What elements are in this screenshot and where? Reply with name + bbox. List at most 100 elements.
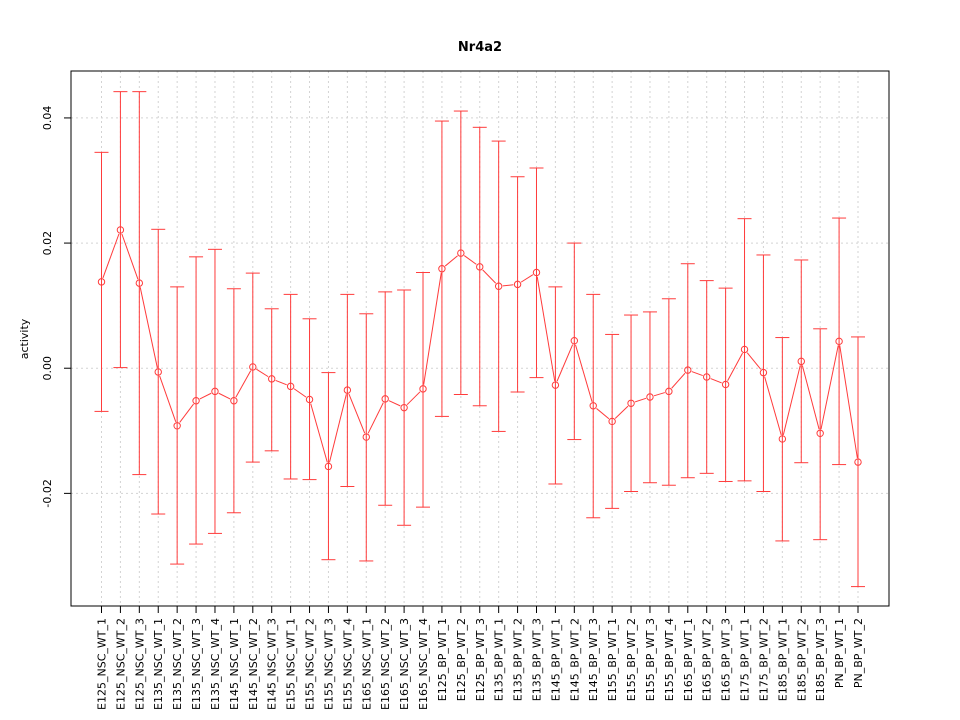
series-line-segment xyxy=(691,371,703,377)
x-tick-label: E175_BP_WT_1 xyxy=(739,618,752,701)
series-line-segment xyxy=(256,368,269,378)
x-tick-label: E145_BP_WT_1 xyxy=(549,618,562,701)
data-point xyxy=(192,397,200,405)
series-line-segment xyxy=(367,402,384,434)
x-tick-label: E165_NSC_WT_1 xyxy=(360,618,373,710)
data-point xyxy=(324,462,333,471)
series-line-segment xyxy=(348,393,366,434)
x-tick-label: E125_NSC_WT_2 xyxy=(114,618,127,710)
series-line-segment xyxy=(710,378,722,384)
x-tick-label: E185_BP_WT_3 xyxy=(814,618,827,701)
x-tick-label: E155_BP_WT_4 xyxy=(663,618,676,701)
data-point xyxy=(759,368,768,377)
x-tick-label: E165_NSC_WT_4 xyxy=(417,618,430,710)
x-tick-label: E175_BP_WT_2 xyxy=(757,618,770,701)
x-tick-label: E155_NSC_WT_2 xyxy=(304,618,317,710)
series-line-segment xyxy=(406,391,421,406)
series-line-segment xyxy=(671,372,686,389)
y-tick-label: 0.02 xyxy=(41,231,54,256)
x-tick-label: E135_NSC_WT_2 xyxy=(171,618,184,710)
series-line-segment xyxy=(218,392,231,400)
data-points xyxy=(97,226,862,471)
series-line-segment xyxy=(310,403,328,463)
series-line-segment xyxy=(820,345,839,430)
data-point xyxy=(665,387,673,396)
series-line-segment xyxy=(328,394,347,463)
series-line-segment xyxy=(293,388,307,398)
x-tick-label: E165_NSC_WT_2 xyxy=(379,618,392,710)
data-point xyxy=(797,357,805,366)
x-tick-label: E155_NSC_WT_4 xyxy=(341,618,354,710)
data-point xyxy=(249,363,257,371)
series-line-segment xyxy=(782,365,801,435)
series-line-segment xyxy=(727,352,743,382)
x-tick-label: E155_BP_WT_1 xyxy=(606,618,619,701)
data-point xyxy=(513,280,522,289)
series-line-segment xyxy=(556,344,574,382)
series-line-segment xyxy=(423,272,442,385)
data-point xyxy=(154,368,162,376)
series-lines xyxy=(102,233,858,463)
series-line-segment xyxy=(199,392,212,400)
data-point xyxy=(381,395,389,403)
data-point xyxy=(457,249,465,257)
data-point xyxy=(627,399,635,407)
data-point xyxy=(362,433,370,441)
x-tick-label: E145_NSC_WT_2 xyxy=(247,618,260,710)
error-bars xyxy=(94,91,865,588)
x-tick-label: E145_NSC_WT_3 xyxy=(266,618,279,710)
series-line-segment xyxy=(520,274,534,283)
x-tick-label: E165_NSC_WT_3 xyxy=(398,618,411,710)
data-point xyxy=(173,422,181,430)
series-line-segment xyxy=(463,255,477,265)
series-line-segment xyxy=(139,287,158,368)
series-line-segment xyxy=(102,233,120,279)
data-point xyxy=(721,380,730,389)
x-tick-label: E145_NSC_WT_1 xyxy=(228,618,241,710)
x-tick-label: E145_BP_WT_3 xyxy=(587,618,600,701)
data-point xyxy=(740,345,749,354)
data-point xyxy=(494,282,503,290)
data-point xyxy=(116,226,125,234)
y-axis: -0.02 0.00 0.02 0.04 xyxy=(41,106,72,508)
data-point xyxy=(684,366,692,374)
data-point xyxy=(570,336,579,345)
series-line-segment xyxy=(482,269,497,284)
data-point xyxy=(854,458,862,466)
chart-title: Nr4a2 xyxy=(458,40,502,55)
data-point xyxy=(551,381,560,389)
data-point xyxy=(97,278,106,286)
data-point xyxy=(476,263,484,271)
x-tick-label: E155_NSC_WT_3 xyxy=(322,618,335,710)
series-line-segment xyxy=(275,379,287,386)
series-line-segment xyxy=(388,400,401,407)
x-tick-label: E125_BP_WT_1 xyxy=(436,618,449,701)
x-tick-label: E165_BP_WT_1 xyxy=(682,618,695,701)
x-tick-label: E155_NSC_WT_1 xyxy=(285,618,298,710)
data-point xyxy=(230,397,238,405)
x-tick-label: E135_BP_WT_3 xyxy=(530,618,543,701)
series-line-segment xyxy=(536,276,556,382)
series-line-segment xyxy=(653,392,665,397)
x-tick-label: E145_BP_WT_2 xyxy=(568,618,581,701)
data-point xyxy=(703,373,711,381)
series-line-segment xyxy=(575,344,593,402)
x-tick-label: E125_NSC_WT_1 xyxy=(96,618,109,710)
data-point xyxy=(835,337,843,346)
data-point xyxy=(608,417,616,426)
series-line-segment xyxy=(159,375,177,422)
data-point xyxy=(419,385,427,393)
series-line-segment xyxy=(121,233,139,280)
series-line-segment xyxy=(235,370,252,398)
data-point xyxy=(438,265,446,273)
data-point xyxy=(268,375,276,383)
series-line-segment xyxy=(614,405,629,419)
data-point xyxy=(532,268,541,277)
series-line-segment xyxy=(764,376,782,436)
data-point xyxy=(589,402,597,410)
x-tick-label: E135_NSC_WT_3 xyxy=(190,618,203,710)
x-tick-label: PN_BP_WT_2 xyxy=(852,618,865,688)
x-tick-label: E135_BP_WT_1 xyxy=(493,618,506,701)
data-point xyxy=(343,386,352,394)
